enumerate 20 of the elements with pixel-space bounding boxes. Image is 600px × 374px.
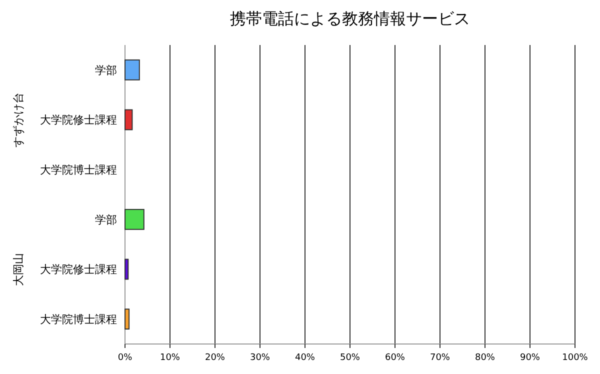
x-tick-label: 80%: [474, 353, 496, 363]
text: 大岡山: [12, 252, 25, 286]
x-tick-label: 10%: [160, 353, 180, 363]
x-tick-label: 0%: [118, 353, 133, 363]
x-tick-label: 20%: [204, 353, 226, 363]
x-tick-label: 40%: [294, 353, 316, 363]
x-tick-label: 90%: [520, 353, 540, 363]
x-tick-label: 30%: [250, 353, 270, 363]
y-tick-label: 大学院修士課程: [40, 263, 117, 276]
y-tick-label: 大学院博士課程: [40, 163, 117, 176]
y-tick-label: 大学院修士課程: [40, 114, 117, 127]
x-tick-label: 70%: [430, 353, 450, 363]
x-tick-label: 100%: [562, 353, 588, 363]
text: すずかけ台: [12, 92, 25, 148]
y-tick-label: 学部: [95, 213, 117, 226]
y-tick-label: 学部: [95, 64, 117, 77]
x-tick-label: 60%: [384, 353, 406, 363]
y-tick-label: 大学院博士課程: [40, 312, 117, 326]
x-tick-label: 50%: [340, 353, 360, 363]
chart-title: 携帯電話による教務情報サービス: [230, 9, 470, 28]
